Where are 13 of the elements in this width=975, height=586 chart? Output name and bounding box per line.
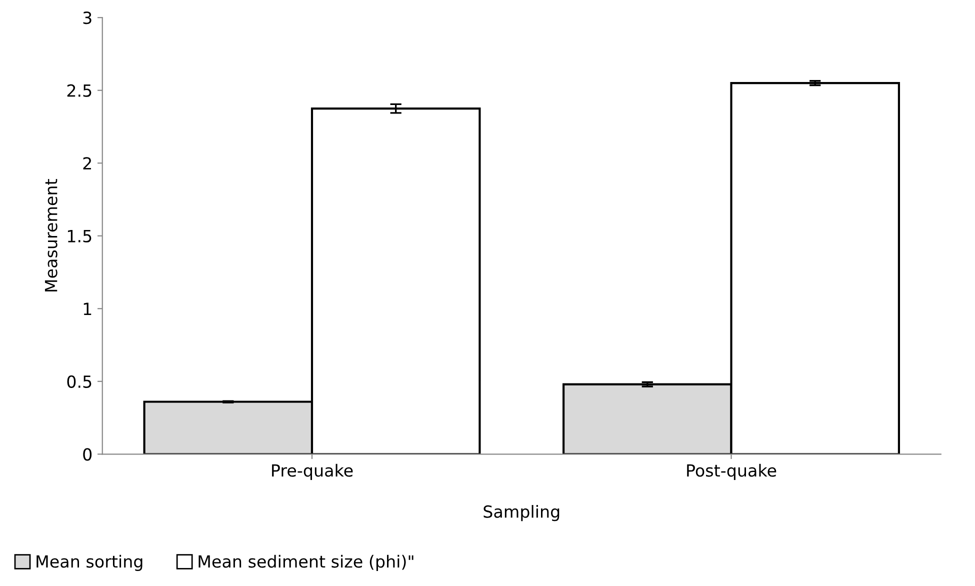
y-tick-label: 3 [83, 12, 92, 24]
y-axis-title: Measurement [44, 179, 58, 292]
y-tick-label: 1 [84, 302, 92, 315]
x-axis-title: Sampling [484, 505, 560, 522]
y-tick-label: 0.5 [67, 375, 92, 388]
y-tick-label: 1.5 [68, 230, 92, 242]
y-tick-label: 2.5 [67, 84, 92, 97]
legend-label: Mean sorting [36, 554, 142, 571]
y-tick-label: 0 [83, 448, 92, 461]
x-tick-label: Post-quake [687, 464, 776, 480]
y-tick-label: 2 [83, 157, 91, 170]
x-tick-label: Pre-quake [272, 464, 353, 480]
legend-label: Mean sediment size (phi)" [198, 554, 414, 571]
